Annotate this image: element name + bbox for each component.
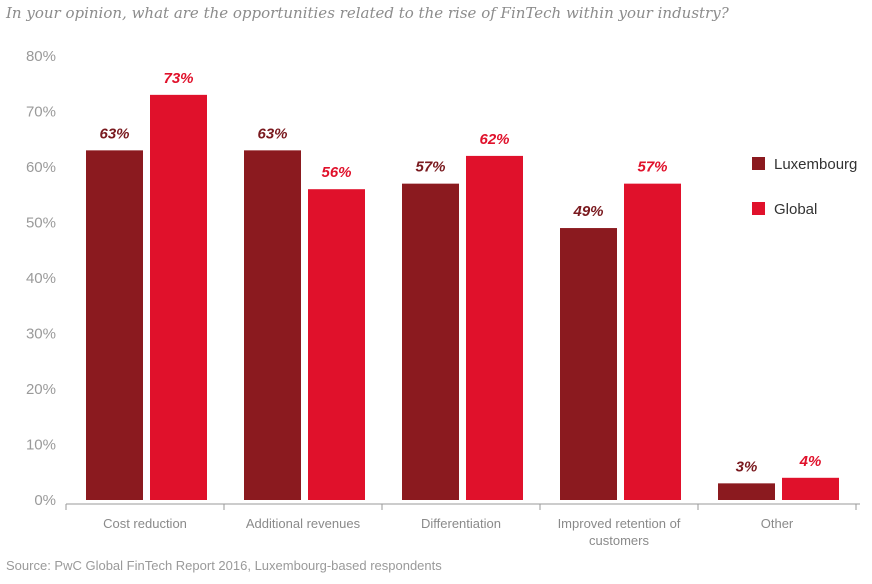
y-axis: 0% 10% 20% 30% 40% 50% 60% 70% 80% [26,48,56,509]
data-label: 73% [163,70,193,87]
data-labels: 63% 73% 63% 56% 57% 62% 49% 57% 3% 4% [99,70,821,476]
y-tick-label: 0% [34,492,56,509]
y-tick-label: 20% [26,381,56,398]
legend-swatch [752,157,765,170]
bar-global [782,477,839,500]
data-label: 62% [479,131,509,148]
data-label: 57% [637,159,667,176]
data-label: 56% [321,164,351,181]
bar-luxembourg [402,183,459,500]
legend-swatch [752,202,765,215]
bar-global [308,189,365,500]
legend: Luxembourg Global [752,156,857,218]
category-label: Improved retention of customers [558,516,681,548]
data-label: 63% [257,125,287,142]
data-label: 49% [572,203,603,220]
y-tick-label: 80% [26,48,56,65]
y-tick-label: 10% [26,437,56,454]
bars [86,94,839,501]
y-tick-label: 50% [26,215,56,232]
bar-luxembourg [244,150,301,500]
y-tick-label: 60% [26,159,56,176]
bar-luxembourg [560,228,617,501]
chart-title: In your opinion, what are the opportunit… [6,4,729,22]
data-label: 4% [799,453,822,470]
bar-global [624,183,681,500]
y-tick-label: 30% [26,326,56,343]
data-label: 57% [415,159,445,176]
legend-label: Global [774,201,817,218]
category-label: Additional revenues [246,516,361,531]
category-label: Cost reduction [103,516,187,531]
legend-label: Luxembourg [774,156,857,173]
data-label: 63% [99,125,129,142]
bar-luxembourg [86,150,143,500]
bar-luxembourg [718,483,775,500]
y-tick-label: 70% [26,104,56,121]
data-label: 3% [736,458,758,475]
bar-global [150,94,207,500]
bar-global [466,155,523,500]
source-note: Source: PwC Global FinTech Report 2016, … [6,558,442,573]
category-label: Other [761,516,794,531]
category-label: Differentiation [421,516,501,531]
x-axis: Cost reduction Additional revenues Differe… [65,503,860,548]
y-tick-label: 40% [26,270,56,287]
